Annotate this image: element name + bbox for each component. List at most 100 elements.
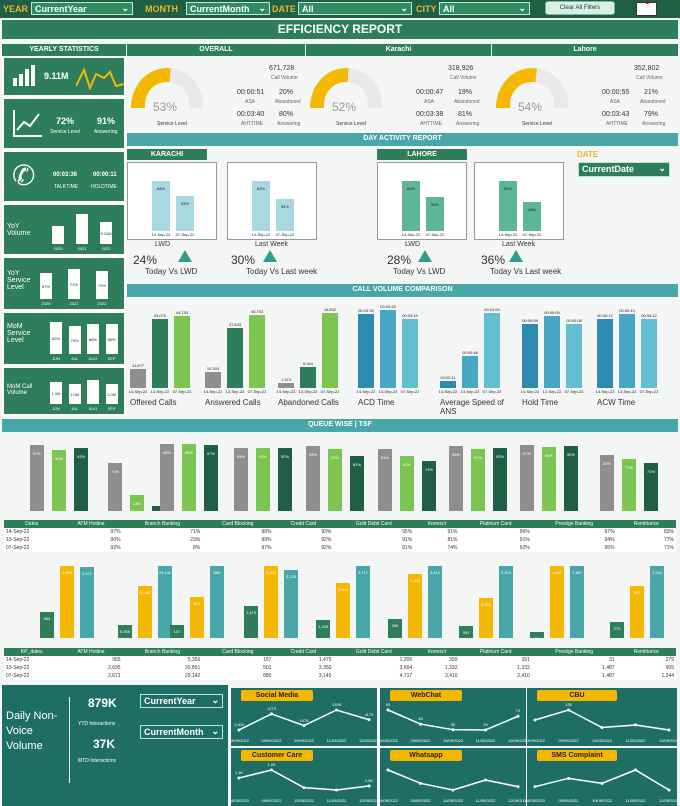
mtd-value: 37K (93, 737, 116, 751)
table-header-cell: Dates (4, 520, 60, 528)
k-tvl-label: Today Vs LWD (145, 267, 198, 276)
cvc-bar (205, 371, 221, 388)
yearly-mini-bar (105, 324, 118, 354)
table-header-cell: ATM Hotline (59, 648, 123, 656)
table-cell: 501 (263, 665, 272, 671)
table-header-cell: Prestige Banking (531, 648, 617, 656)
abandoned-label: Abandoned (640, 99, 666, 105)
answering-value: 91% (97, 116, 116, 126)
volume-bar-value: 905 (633, 589, 641, 595)
volume-bar-value: 3,410 (429, 570, 440, 575)
channel-date-label: 09/09/2022 (261, 798, 282, 803)
channel-date-label: 10/09/2022 (591, 798, 613, 803)
channel-date-label: 08/09/2022 (228, 738, 250, 743)
cvc-bar-cat: 13-Sep-22 (298, 389, 318, 394)
nv-year-dropdown[interactable]: CurrentYear ⌄ (140, 694, 223, 708)
year-label: YEAR (3, 4, 29, 14)
volume-bar-value: 31 (534, 636, 540, 641)
channel-date-label: 12/09/2022 (358, 798, 380, 803)
channel-date-label: 11/09/2022 (475, 738, 496, 743)
channel-point (516, 714, 520, 718)
answering-label: Answering (642, 121, 666, 127)
yearly-calls-card: 9.11M (2, 56, 126, 97)
clear-filters-button[interactable]: Clear All Filters (545, 1, 615, 15)
table-cell: 965 (112, 657, 121, 663)
day-bar-cat: 14-Sep-22 (401, 232, 421, 237)
table-row: 13-Sep-22 90% 23% 99% 92% 91% 81% 91% 94% 77% (4, 536, 676, 544)
tsf-bar-value: 97% (522, 451, 531, 457)
cvc-bar (522, 324, 538, 388)
day-bar (152, 180, 170, 231)
table-header-cell: Card Blocking (202, 520, 274, 528)
channel-panel: SMS Complaint 08/09/2022 09/09/2022 10/09/2… (525, 748, 679, 806)
channel-point (567, 708, 570, 712)
channel-point-value: 1.0K (364, 778, 374, 783)
volume-bar-value: 399 (391, 622, 399, 628)
yearly-mini-bar (52, 226, 64, 244)
channel-date-label: 12/09/2022 (507, 738, 529, 743)
table-cell: 1,487 (602, 665, 615, 671)
yoy-volume-label: YoY Volume (7, 223, 31, 237)
cvc-bar-cat: 14-Sep-22 (128, 389, 148, 394)
channel-date-label: 10/09/2022 (293, 798, 315, 803)
channel-point (667, 788, 671, 792)
day-compare-box: 83% 14-Sep-22 54% 07-Sep-22 (227, 162, 317, 240)
channel-point-value: 1,000 (233, 722, 244, 727)
day-bar-value: 83% (256, 186, 265, 192)
tsf-bar (644, 462, 658, 511)
volume-bar (650, 566, 664, 638)
nv-month-value: CurrentMonth (144, 727, 204, 737)
volume-bar (550, 566, 564, 638)
channel-point-value: 93 (385, 702, 391, 707)
volume-bar (210, 566, 224, 638)
day-bar-value: 84% (406, 185, 415, 191)
table-cell: 3,145 (318, 673, 332, 679)
volume-bar-value: 501 (193, 601, 201, 606)
table-cell: 279 (665, 657, 674, 663)
tsf-bar-value: 77% (624, 464, 633, 470)
yearly-mini-bar-label: 1.0M (107, 392, 116, 397)
answering-value: 80% (279, 111, 294, 118)
date-dropdown[interactable]: All ⌄ (298, 2, 412, 15)
tsf-bar-value: 83% (602, 460, 611, 466)
month-dropdown[interactable]: CurrentMonth ⌄ (186, 2, 270, 15)
date-label: DATE (272, 4, 296, 14)
cvc-group-label: Hold Time (522, 398, 559, 407)
table-cell: 880 (263, 673, 272, 679)
service-level-card: 72% Service Level 91% Answering (2, 97, 126, 150)
current-date-dropdown[interactable]: CurrentDate ⌄ (578, 162, 670, 177)
channel-point (634, 723, 637, 727)
yoy-volume-card: YoY Volume 2020 2021 9.11M 2022 (2, 203, 126, 256)
volume-bar (570, 566, 584, 638)
tsf-bar (449, 445, 463, 511)
table-cell: 2,695 (108, 665, 121, 671)
volume-bar (428, 566, 442, 638)
volume-bar-value: 1,244 (651, 570, 662, 575)
tsf-bar-value: 23% (132, 501, 141, 507)
table-cell: 95% (402, 529, 413, 535)
channel-point (237, 776, 241, 780)
yearly-mini-cat-label: SEP (107, 356, 116, 361)
yearly-mini-cat-label: SEP (107, 406, 116, 411)
tsf-bar-value: 92% (76, 454, 85, 460)
day-compare-box: 84% 14-Sep-22 56% 07-Sep-22 (377, 162, 467, 240)
cvc-group-label: Abandoned Calls (278, 398, 339, 407)
abandoned-label: Abandoned (275, 99, 301, 105)
channel-date-label: 12/09/2022 (358, 738, 380, 743)
channel-point-value: 48 (418, 716, 423, 722)
year-dropdown[interactable]: CurrentYear ⌄ (31, 2, 133, 15)
yearly-mini-bar (76, 214, 88, 244)
volume-bar-value: 1,332 (480, 602, 491, 608)
channel-point (302, 724, 306, 728)
tsf-bar (108, 462, 122, 511)
channel-date-label: 09/09/2022 (410, 798, 431, 803)
answering-value: 79% (644, 111, 659, 118)
city-dropdown[interactable]: All ⌄ (439, 2, 530, 15)
channel-title: Whatsapp (390, 750, 462, 761)
cvc-bar-value: 43,070 (153, 313, 167, 319)
queue-table: Dates ATM Hotline Branch Banking Card Block… (4, 520, 676, 552)
channel-point (667, 728, 671, 732)
tsf-bar-value: 94% (544, 453, 553, 459)
cvc-group-label: ACD Time (358, 398, 395, 407)
nv-month-dropdown[interactable]: CurrentMonth ⌄ (140, 725, 223, 739)
